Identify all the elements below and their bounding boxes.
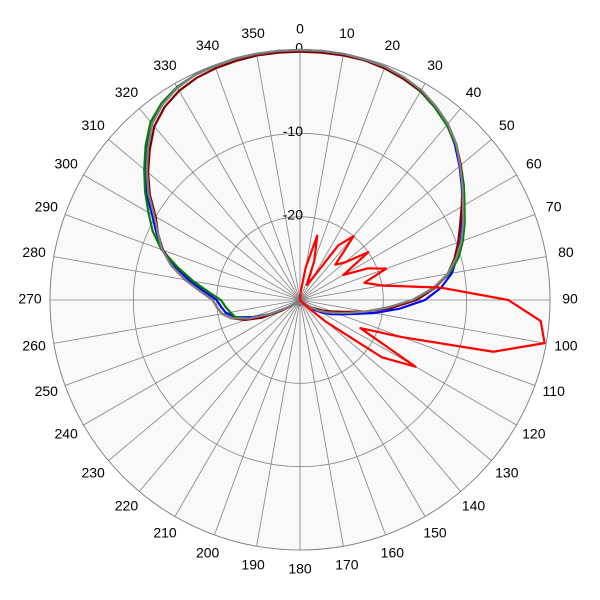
angle-tick-label: 120 [522,426,546,442]
angle-tick-label: 30 [427,57,443,73]
angle-tick-label: 170 [335,557,359,573]
angle-tick-label: 240 [54,426,78,442]
angle-tick-label: 100 [554,338,578,354]
spoke [214,64,301,301]
angle-tick-label: 260 [22,338,46,354]
angle-tick-label: 270 [18,291,42,307]
angle-tick-label: 190 [241,557,265,573]
spoke [299,256,547,301]
angle-tick-label: 310 [81,117,105,133]
angle-tick-label: 80 [558,244,574,260]
angle-tick-label: 40 [466,84,482,100]
spoke [299,299,344,547]
spoke [299,214,536,301]
angle-tick-label: 350 [241,25,265,41]
r-tick-label: -10 [283,123,303,139]
spoke [256,299,301,547]
grid-ring [132,132,468,468]
angle-tick-label: 330 [153,57,177,73]
spoke [83,299,301,426]
spoke [299,174,517,301]
angle-tick-label: 280 [22,244,46,260]
spoke [299,108,462,301]
angle-tick-label: 290 [35,198,59,214]
spoke [64,299,301,386]
angle-tick-label: 110 [543,383,566,399]
angle-tick-label: 50 [499,117,515,133]
spoke [174,83,301,301]
r-tick-label: 0 [295,40,303,56]
spoke [299,83,426,301]
angle-tick-label: 130 [495,464,519,480]
r-tick-label: -20 [283,206,303,222]
spoke [53,256,301,301]
angle-tick-label: 0 [296,21,304,37]
angle-tick-label: 230 [81,464,105,480]
angle-tick-label: 70 [546,198,562,214]
spoke [138,108,301,301]
spoke [299,299,386,536]
spoke [108,299,301,462]
angle-tick-label: 20 [385,37,401,53]
angle-tick-label: 60 [526,156,542,172]
angle-tick-label: 340 [196,37,220,53]
spoke [53,299,301,344]
spoke [214,299,301,536]
angle-tick-label: 210 [153,525,177,541]
spoke [83,174,301,301]
spoke [299,53,344,301]
spoke [64,214,301,301]
angle-tick-label: 250 [35,383,59,399]
spoke [299,299,426,517]
angle-tick-label: 10 [339,25,355,41]
angle-tick-label: 320 [115,84,139,100]
angle-tick-label: 200 [196,544,220,560]
angle-tick-label: 140 [462,498,486,514]
spoke [138,299,301,492]
spoke [299,299,547,344]
angle-tick-label: 90 [562,291,578,307]
spoke [256,53,301,301]
angle-tick-label: 150 [423,525,447,541]
spoke [299,299,462,492]
angle-tick-label: 180 [288,561,312,577]
spoke [108,138,301,301]
spoke [174,299,301,517]
series-line [145,48,465,320]
angle-tick-label: 300 [54,156,78,172]
angle-tick-label: 220 [115,498,139,514]
angle-tick-label: 160 [381,544,405,560]
series-line [298,234,546,368]
